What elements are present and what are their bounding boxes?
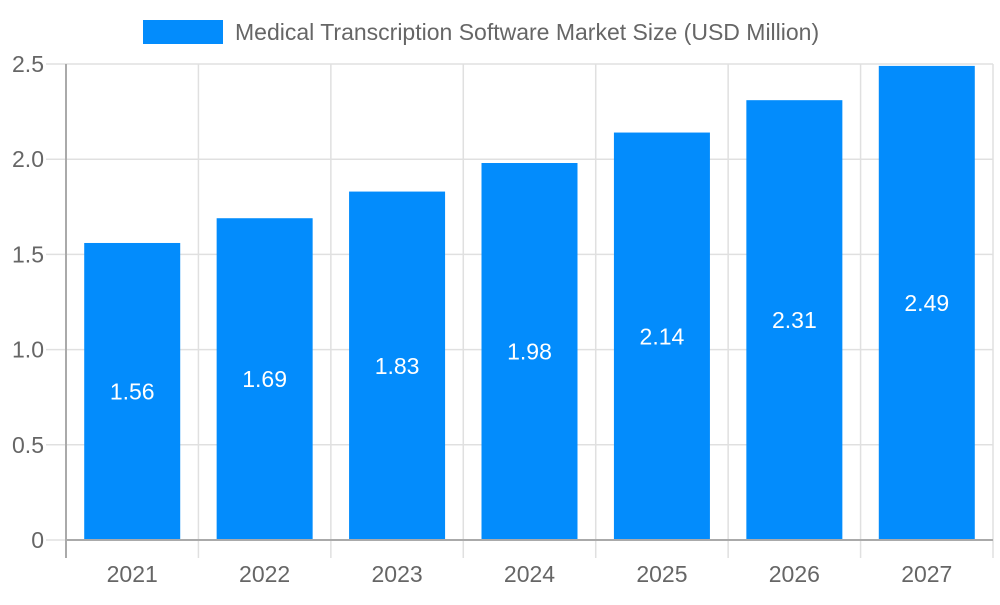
data-label: 1.69	[242, 366, 287, 392]
x-tick-label: 2023	[371, 561, 422, 587]
grid	[46, 63, 994, 558]
x-tick-label: 2025	[636, 561, 687, 587]
bar-2022[interactable]	[216, 218, 313, 540]
y-tick-label: 1.0	[12, 337, 44, 363]
bars: 1.56 1.69 1.83 1.98 2.14 2.31 2.49	[84, 65, 975, 541]
data-label: 1.56	[110, 378, 155, 404]
y-tick-label: 2.0	[12, 146, 44, 172]
legend-swatch	[143, 20, 223, 44]
y-tick-label: 0.5	[12, 432, 44, 458]
bar-2024[interactable]	[481, 163, 578, 540]
legend[interactable]: Medical Transcription Software Market Si…	[143, 19, 819, 45]
data-label: 2.49	[904, 290, 949, 316]
x-tick-label: 2022	[239, 561, 290, 587]
y-tick-label: 0	[31, 527, 44, 553]
data-label: 2.31	[772, 307, 817, 333]
bar-2025[interactable]	[613, 132, 710, 540]
data-label: 2.14	[640, 323, 685, 349]
y-tick-label: 1.5	[12, 241, 44, 267]
bar-2023[interactable]	[349, 191, 446, 540]
data-label: 1.83	[375, 353, 420, 379]
data-label: 1.98	[507, 339, 552, 365]
bar-2021[interactable]	[84, 242, 181, 540]
y-tick-label: 2.5	[12, 51, 44, 77]
bar-2027[interactable]	[878, 65, 975, 541]
x-tick-label: 2021	[107, 561, 158, 587]
x-tick-label: 2026	[769, 561, 820, 587]
x-tick-label: 2027	[901, 561, 952, 587]
x-tick-label: 2024	[504, 561, 555, 587]
legend-label: Medical Transcription Software Market Si…	[235, 19, 819, 45]
bar-2026[interactable]	[746, 100, 843, 541]
axes: 0 0.5 1.0 1.5 2.0 2.5 2021 2022 2023 2024 2025 2026…	[12, 51, 993, 587]
